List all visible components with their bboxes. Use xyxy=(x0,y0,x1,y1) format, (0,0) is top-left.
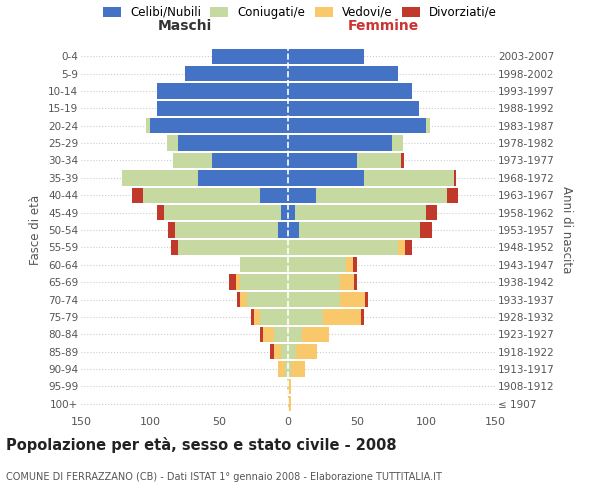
Bar xyxy=(357,153,401,168)
Bar xyxy=(288,205,295,220)
Bar xyxy=(157,205,164,220)
Bar xyxy=(260,326,263,342)
Bar xyxy=(426,118,430,134)
Bar xyxy=(288,274,340,290)
Bar xyxy=(260,188,288,203)
Bar xyxy=(288,292,340,307)
Bar xyxy=(240,274,288,290)
Bar xyxy=(150,118,288,134)
Bar xyxy=(146,118,150,134)
Bar xyxy=(288,257,346,272)
Bar xyxy=(253,310,260,324)
Bar xyxy=(288,310,323,324)
Bar xyxy=(288,396,291,411)
Bar xyxy=(164,205,281,220)
Bar xyxy=(296,344,317,360)
Bar xyxy=(247,292,288,307)
Bar xyxy=(447,188,458,203)
Bar xyxy=(212,153,288,168)
Bar xyxy=(132,188,143,203)
Bar xyxy=(229,274,236,290)
Y-axis label: Fasce di età: Fasce di età xyxy=(29,195,43,265)
Text: COMUNE DI FERRAZZANO (CB) - Dati ISTAT 1° gennaio 2008 - Elaborazione TUTTITALIA: COMUNE DI FERRAZZANO (CB) - Dati ISTAT 1… xyxy=(6,472,442,482)
Bar xyxy=(398,240,406,255)
Bar xyxy=(274,326,288,342)
Bar xyxy=(240,257,288,272)
Bar xyxy=(178,240,288,255)
Bar xyxy=(236,274,240,290)
Bar xyxy=(295,205,426,220)
Bar xyxy=(270,344,274,360)
Bar xyxy=(421,222,431,238)
Text: Femmine: Femmine xyxy=(347,18,419,32)
Bar xyxy=(168,222,175,238)
Bar xyxy=(274,344,281,360)
Bar xyxy=(288,240,398,255)
Bar xyxy=(212,48,288,64)
Bar xyxy=(346,257,353,272)
Bar xyxy=(299,222,421,238)
Bar xyxy=(288,153,357,168)
Bar xyxy=(260,310,288,324)
Bar xyxy=(340,292,365,307)
Bar xyxy=(278,362,285,376)
Bar xyxy=(361,310,364,324)
Legend: Celibi/Nubili, Coniugati/e, Vedovi/e, Divorziati/e: Celibi/Nubili, Coniugati/e, Vedovi/e, Di… xyxy=(103,6,497,19)
Text: Maschi: Maschi xyxy=(157,18,212,32)
Bar xyxy=(288,100,419,116)
Bar xyxy=(288,66,398,81)
Bar xyxy=(426,205,437,220)
Bar xyxy=(365,292,368,307)
Bar xyxy=(316,188,447,203)
Bar xyxy=(178,136,288,150)
Text: Popolazione per età, sesso e stato civile - 2008: Popolazione per età, sesso e stato civil… xyxy=(6,437,397,453)
Bar xyxy=(251,310,254,324)
Bar xyxy=(406,240,412,255)
Bar xyxy=(340,274,354,290)
Bar xyxy=(185,66,288,81)
Bar xyxy=(122,170,198,186)
Bar xyxy=(288,379,291,394)
Bar xyxy=(454,170,457,186)
Bar xyxy=(237,292,240,307)
Y-axis label: Anni di nascita: Anni di nascita xyxy=(560,186,573,274)
Bar xyxy=(240,292,247,307)
Bar xyxy=(288,362,291,376)
Bar xyxy=(281,344,288,360)
Bar xyxy=(288,188,316,203)
Bar xyxy=(288,84,412,98)
Bar xyxy=(285,362,288,376)
Bar xyxy=(288,222,299,238)
Bar xyxy=(278,222,288,238)
Bar xyxy=(288,170,364,186)
Bar xyxy=(288,118,426,134)
Bar xyxy=(302,326,329,342)
Bar xyxy=(364,170,454,186)
Bar xyxy=(288,344,296,360)
Bar xyxy=(354,274,357,290)
Bar xyxy=(288,326,302,342)
Bar xyxy=(392,136,403,150)
Bar xyxy=(323,310,361,324)
Bar xyxy=(173,153,212,168)
Bar xyxy=(287,379,288,394)
Bar xyxy=(198,170,288,186)
Bar xyxy=(143,188,260,203)
Bar xyxy=(175,222,278,238)
Bar xyxy=(157,100,288,116)
Bar xyxy=(288,136,392,150)
Bar xyxy=(263,326,274,342)
Bar xyxy=(401,153,404,168)
Bar xyxy=(288,48,364,64)
Bar xyxy=(281,205,288,220)
Bar xyxy=(170,240,178,255)
Bar xyxy=(291,362,305,376)
Bar xyxy=(353,257,357,272)
Bar xyxy=(157,84,288,98)
Bar xyxy=(167,136,178,150)
